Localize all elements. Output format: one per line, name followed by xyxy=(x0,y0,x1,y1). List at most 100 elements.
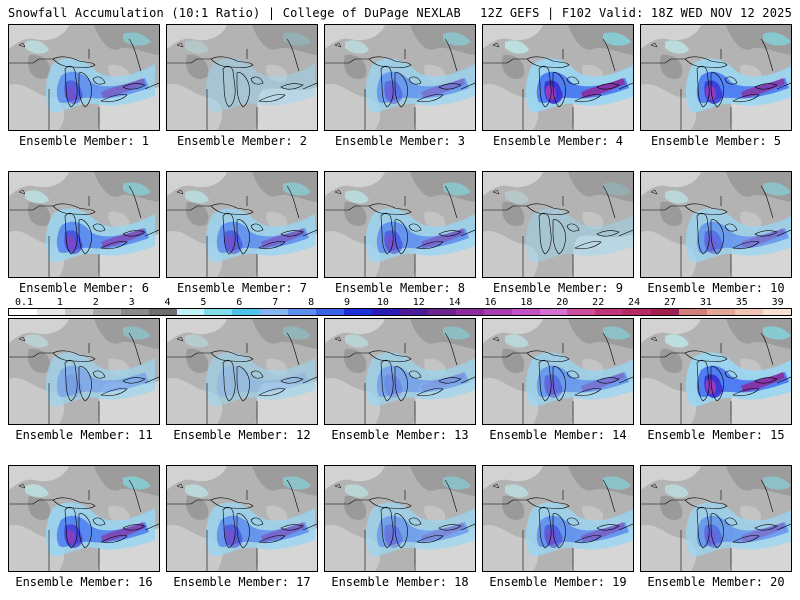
ensemble-grid: Ensemble Member: 1 xyxy=(8,24,792,600)
snowfall-map xyxy=(324,24,476,131)
member-label: Ensemble Member: 20 xyxy=(647,575,785,589)
colorbar-tick-label: 1 xyxy=(56,297,63,308)
colorbar-tick-label: 27 xyxy=(663,297,676,308)
colorbar-swatch xyxy=(567,309,596,315)
colorbar-swatch xyxy=(734,309,763,315)
colorbar-swatch xyxy=(344,309,372,315)
member-label: Ensemble Member: 9 xyxy=(492,281,624,295)
member-label: Ensemble Member: 2 xyxy=(176,134,308,148)
colorbar-swatch xyxy=(288,309,317,315)
colorbar-swatch xyxy=(36,309,65,315)
geography xyxy=(167,185,317,277)
ensemble-panel: Ensemble Member: 20 xyxy=(640,465,792,595)
colorbar-tick-label: 39 xyxy=(771,297,784,308)
ensemble-panel: Ensemble Member: 12 xyxy=(166,318,318,465)
colorbar: 0.1 1 2 3 4 5 6 7 8 9 10 12 14 16 18 20 22 24 27 31 35 39 xyxy=(8,297,792,317)
geography xyxy=(167,332,317,424)
member-label: Ensemble Member: 14 xyxy=(489,428,627,442)
geography xyxy=(325,332,475,424)
snowfall-map xyxy=(8,318,160,425)
colorbar-tick-label: 12 xyxy=(412,297,425,308)
snowfall-map xyxy=(8,465,160,572)
member-label: Ensemble Member: 12 xyxy=(173,428,311,442)
colorbar-swatch xyxy=(651,309,680,315)
snowfall-map xyxy=(166,465,318,572)
member-label: Ensemble Member: 6 xyxy=(18,281,150,295)
ensemble-panel: Ensemble Member: 3 xyxy=(324,24,476,171)
geography xyxy=(9,479,159,571)
member-label: Ensemble Member: 17 xyxy=(173,575,311,589)
snowfall-map xyxy=(482,24,634,131)
member-label: Ensemble Member: 5 xyxy=(650,134,782,148)
member-label: Ensemble Member: 13 xyxy=(331,428,469,442)
geography xyxy=(325,479,475,571)
snowfall-field xyxy=(25,182,155,263)
colorbar-swatch xyxy=(92,309,121,315)
colorbar-swatch xyxy=(399,309,428,315)
colorbar-swatch xyxy=(148,309,177,315)
geography xyxy=(483,38,633,130)
colorbar-tick-label: 4 xyxy=(164,297,171,308)
geography xyxy=(325,38,475,130)
ensemble-panel: Ensemble Member: 13 xyxy=(324,318,476,465)
snowfall-map xyxy=(166,171,318,278)
geography xyxy=(9,38,159,130)
colorbar-tick-label: 6 xyxy=(236,297,243,308)
ensemble-panel: Ensemble Member: 4 xyxy=(482,24,634,171)
snowfall-field xyxy=(25,32,155,113)
geography xyxy=(641,479,791,571)
colorbar-swatch xyxy=(316,309,345,315)
geography xyxy=(641,332,791,424)
colorbar-swatch xyxy=(120,309,149,315)
ensemble-panel: Ensemble Member: 6 xyxy=(8,171,160,318)
snowfall-field xyxy=(345,476,475,557)
model-valid-time: 12Z GEFS | F102 Valid: 18Z WED NOV 12 20… xyxy=(480,6,792,20)
snowfall-map xyxy=(482,171,634,278)
geography xyxy=(325,185,475,277)
geography xyxy=(483,479,633,571)
member-label: Ensemble Member: 7 xyxy=(176,281,308,295)
snowfall-field xyxy=(665,476,791,557)
colorbar-swatch xyxy=(427,309,456,315)
snowfall-map xyxy=(324,171,476,278)
colorbar-tick-label: 10 xyxy=(376,297,389,308)
product-title: Snowfall Accumulation (10:1 Ratio) | Col… xyxy=(8,6,461,20)
member-label: Ensemble Member: 19 xyxy=(489,575,627,589)
colorbar-tick-label: 14 xyxy=(448,297,461,308)
colorbar-swatch xyxy=(64,309,93,315)
ensemble-panel: Ensemble Member: 14 xyxy=(482,318,634,465)
colorbar-tick-label: 35 xyxy=(735,297,748,308)
colorbar-swatch xyxy=(455,309,484,315)
snowfall-field xyxy=(505,476,633,557)
member-label: Ensemble Member: 1 xyxy=(18,134,150,148)
colorbar-swatch xyxy=(9,309,37,315)
snowfall-map xyxy=(166,318,318,425)
snowfall-map xyxy=(640,24,792,131)
colorbar-tick-label: 22 xyxy=(592,297,605,308)
snowfall-field xyxy=(505,326,633,407)
geography xyxy=(641,38,791,130)
colorbar-tick-label: 5 xyxy=(200,297,207,308)
snowfall-map xyxy=(324,318,476,425)
member-label: Ensemble Member: 15 xyxy=(647,428,785,442)
ensemble-panel: Ensemble Member: 7 xyxy=(166,171,318,318)
ensemble-panel: Ensemble Member: 8 xyxy=(324,171,476,318)
colorbar-tick-label: 3 xyxy=(128,297,135,308)
colorbar-swatch xyxy=(595,309,624,315)
member-label: Ensemble Member: 4 xyxy=(492,134,624,148)
geography xyxy=(483,332,633,424)
ensemble-panel: Ensemble Member: 1 xyxy=(8,24,160,171)
ensemble-panel: Ensemble Member: 5 xyxy=(640,24,792,171)
geography xyxy=(9,332,159,424)
ensemble-panel: Ensemble Member: 9 xyxy=(482,171,634,318)
colorbar-swatches xyxy=(8,308,792,316)
colorbar-swatch xyxy=(371,309,400,315)
ensemble-panel: Ensemble Member: 10 xyxy=(640,171,792,318)
colorbar-ticks: 0.1 1 2 3 4 5 6 7 8 9 10 12 14 16 18 20 22 24 27 31 35 39 xyxy=(8,297,792,308)
colorbar-swatch xyxy=(679,309,708,315)
ensemble-panel: Ensemble Member: 18 xyxy=(324,465,476,595)
colorbar-tick-label: 7 xyxy=(272,297,279,308)
colorbar-tick-label: 8 xyxy=(308,297,315,308)
member-label: Ensemble Member: 16 xyxy=(15,575,153,589)
colorbar-swatch xyxy=(762,309,791,315)
